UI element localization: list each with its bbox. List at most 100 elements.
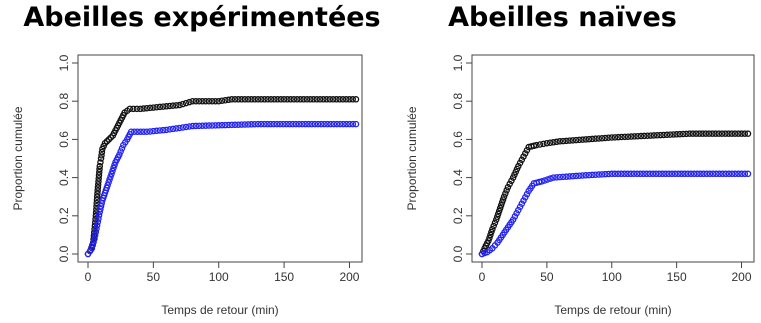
data-point: [137, 105, 144, 113]
data-point: [666, 131, 674, 138]
data-point: [248, 121, 255, 128]
data-point: [137, 128, 144, 136]
data-point: [665, 170, 673, 178]
data-point: [284, 96, 291, 103]
data-point: [535, 178, 543, 186]
chart-title: Abeilles expérimentées: [23, 2, 381, 33]
data-point: [95, 175, 102, 182]
data-point: [689, 130, 697, 137]
data-point: [316, 96, 324, 103]
data-point: [244, 121, 252, 128]
data-point: [297, 96, 304, 103]
data-point: [104, 181, 111, 189]
data-point: [202, 97, 209, 105]
data-point: [738, 170, 745, 178]
data-point: [150, 104, 157, 111]
data-point: [303, 96, 311, 103]
data-point: [684, 170, 692, 178]
data-point: [254, 120, 262, 128]
data-point: [140, 105, 147, 112]
data-point: [541, 177, 548, 184]
data-point: [91, 232, 99, 239]
data-point: [241, 121, 249, 128]
chart-panel-experienced: Abeilles expérimentées 0.0 0.2 0.4 0.6 0.8 1.…: [0, 0, 381, 323]
data-point: [94, 218, 102, 226]
plot-frame: [77, 54, 363, 263]
data-point: [343, 120, 350, 128]
data-point: [500, 193, 508, 200]
data-point: [156, 127, 164, 134]
data-point: [298, 120, 306, 128]
data-point: [602, 134, 609, 142]
data-point: [271, 96, 278, 103]
data-point: [117, 148, 124, 155]
data-point: [95, 212, 103, 219]
data-point: [692, 130, 700, 137]
y-axis-label: Proportion cumulée: [405, 106, 419, 210]
data-point: [518, 200, 526, 207]
data-point: [329, 96, 337, 103]
data-point: [283, 120, 290, 128]
data-point: [595, 171, 603, 178]
data-point: [308, 120, 315, 128]
data-point: [267, 96, 275, 103]
data-point: [267, 120, 274, 128]
y-tick-label: 0.4: [451, 169, 465, 186]
data-point: [576, 172, 583, 179]
data-point: [192, 97, 200, 105]
data-point: [538, 178, 545, 185]
data-point: [728, 170, 736, 178]
data-point: [95, 215, 102, 222]
data-point: [602, 170, 609, 178]
data-point: [153, 127, 160, 135]
data-point: [662, 170, 669, 178]
data-point: [634, 132, 641, 140]
data-point: [653, 132, 661, 139]
y-tick-label: 0.0: [451, 245, 465, 262]
data-point: [333, 120, 341, 128]
data-point: [146, 104, 154, 112]
y-tick-label: 0.0: [57, 245, 71, 262]
data-point: [231, 96, 239, 103]
data-point: [336, 120, 344, 128]
data-point: [497, 202, 505, 209]
data-point: [286, 120, 293, 128]
data-point: [670, 131, 677, 138]
data-point: [697, 170, 704, 178]
data-point: [559, 173, 567, 181]
data-point: [675, 170, 682, 178]
data-point: [511, 213, 519, 220]
data-point: [490, 222, 497, 230]
data-point: [611, 134, 619, 141]
data-point: [696, 130, 703, 137]
data-point: [713, 170, 720, 178]
data-point: [624, 170, 631, 178]
data-point: [95, 172, 103, 179]
x-tick-label: 100: [602, 270, 622, 284]
data-point: [110, 164, 117, 172]
data-point: [251, 120, 258, 128]
data-point: [621, 170, 628, 178]
data-point: [614, 170, 622, 178]
data-point: [627, 170, 635, 178]
data-point: [630, 170, 638, 178]
data-point: [195, 97, 203, 105]
data-point: [659, 170, 666, 178]
x-tick-label: 50: [540, 270, 554, 284]
data-point: [130, 105, 137, 113]
data-point: [96, 208, 104, 216]
data-point: [493, 216, 500, 223]
data-point: [643, 170, 650, 178]
data-point: [195, 122, 203, 130]
data-point: [516, 159, 524, 167]
data-point: [109, 167, 116, 175]
x-axis-label: Temps de retour (min): [554, 303, 671, 317]
data-point: [111, 161, 118, 169]
data-point: [690, 170, 698, 178]
data-point: [530, 142, 538, 150]
data-point: [553, 138, 560, 146]
data-point: [700, 170, 707, 178]
data-point: [546, 139, 554, 146]
data-point: [290, 96, 298, 103]
data-point: [293, 96, 301, 103]
